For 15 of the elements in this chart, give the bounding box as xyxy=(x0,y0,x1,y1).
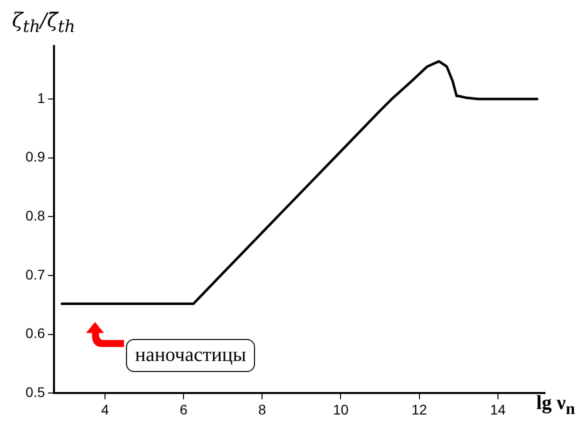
y-tick-label: 1 xyxy=(37,90,46,106)
x-tick-label: 14 xyxy=(490,401,506,418)
y-tick-label: 0.8 xyxy=(26,208,46,224)
x-tick-label: 10 xyxy=(332,401,349,418)
y-tick-label: 0.6 xyxy=(26,325,46,342)
y-tick-label: 0.7 xyxy=(26,266,46,282)
y-axis-title: ζ$_{th}$/ζ̄$_{th}$ xyxy=(12,8,76,36)
x-tick-label: 4 xyxy=(101,401,110,418)
x-tick-label: 8 xyxy=(258,401,266,418)
x-axis-title: lg ν$_{n}$ xyxy=(536,392,575,419)
annotation: наночастицы xyxy=(126,339,256,372)
x-tick-label: 6 xyxy=(180,401,188,418)
y-tick-label: 0.9 xyxy=(26,148,46,165)
x-tick-label: 12 xyxy=(412,401,428,418)
y-tick-label: 0.5 xyxy=(26,384,46,400)
